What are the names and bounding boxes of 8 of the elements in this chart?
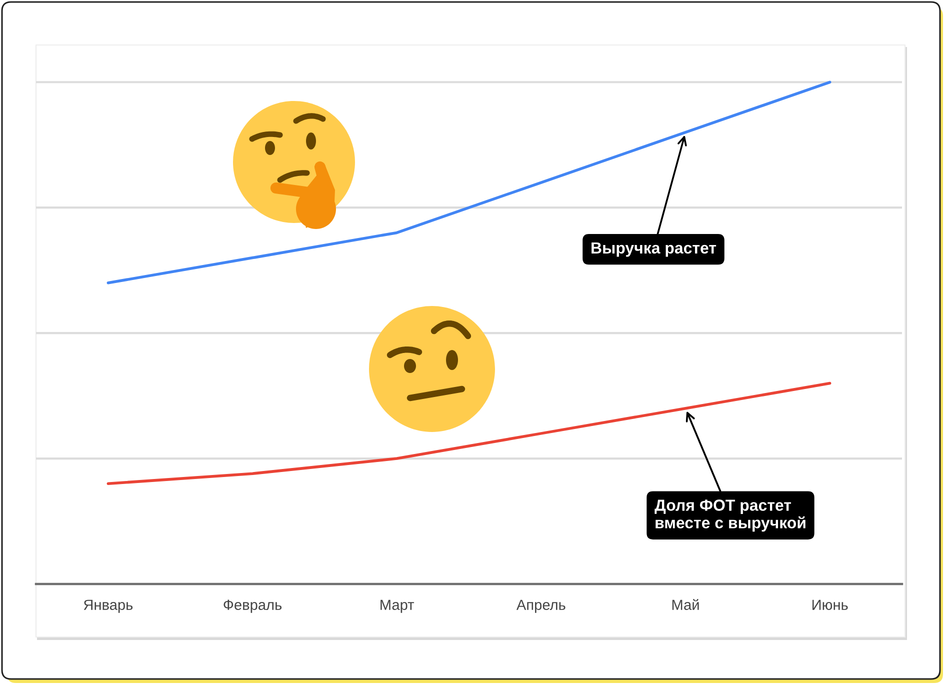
x-tick-label: Февраль: [224, 600, 282, 613]
x-tick-label: Апрель: [516, 600, 566, 613]
annotation: Выручка растет: [592, 242, 716, 257]
x-tick-label: Март: [380, 600, 414, 613]
annotation: Доля ФОТ растет вместе с выручкой: [654, 500, 806, 532]
x-tick-label: Июнь: [812, 600, 848, 610]
x-tick-label: Январь: [84, 600, 133, 613]
x-tick-label: Май: [672, 599, 699, 610]
